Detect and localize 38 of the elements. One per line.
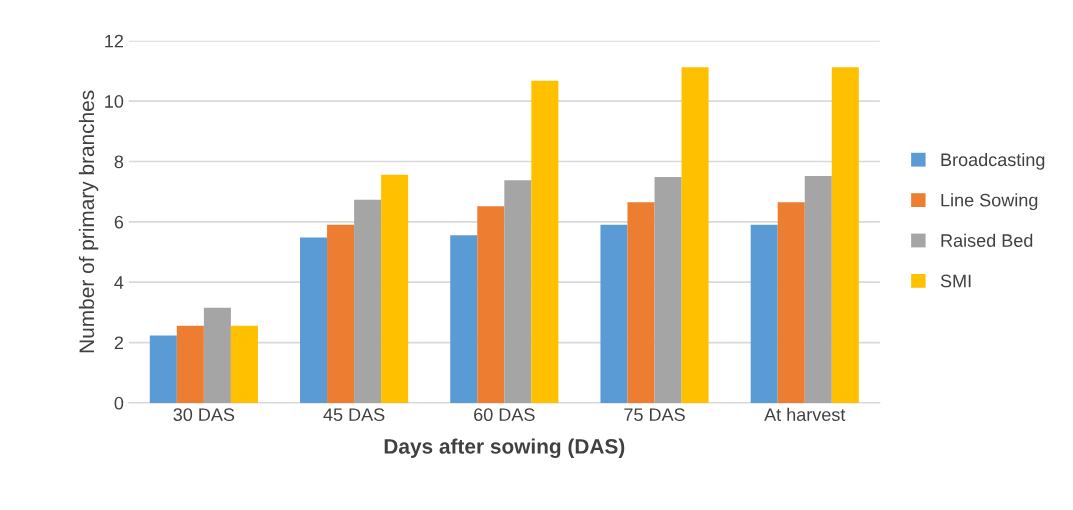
- bar: [354, 199, 382, 403]
- y-axis-title: Number of primary branches: [78, 90, 99, 353]
- bar: [681, 67, 709, 403]
- bar: [750, 224, 778, 403]
- bar: [831, 67, 859, 403]
- bar: [450, 235, 478, 403]
- bar: [531, 80, 559, 403]
- x-tick-label: 60 DAS: [474, 408, 535, 422]
- x-tick-label: At harvest: [764, 407, 846, 422]
- legend-label: Line Sowing: [941, 193, 1038, 211]
- bar: [504, 180, 532, 403]
- y-tick-label: 2: [114, 336, 123, 350]
- y-tick-label: 6: [114, 215, 124, 229]
- bar: [230, 325, 258, 403]
- legend-label: Broadcasting: [941, 152, 1045, 170]
- x-tick-label: 75 DAS: [624, 408, 685, 422]
- x-tick-label: 45 DAS: [323, 408, 385, 422]
- bar: [600, 224, 628, 403]
- bar: [654, 176, 682, 403]
- bar: [477, 206, 505, 403]
- bar: [149, 335, 177, 403]
- bar: [777, 202, 805, 403]
- bar: [627, 202, 655, 403]
- legend-label: Raised Bed: [941, 233, 1033, 247]
- bar: [381, 174, 409, 403]
- bar: [300, 237, 328, 403]
- y-tick-label: 10: [105, 95, 124, 108]
- bar: [804, 175, 832, 403]
- bar: [203, 307, 231, 403]
- y-tick-label: 4: [114, 276, 124, 289]
- y-tick-label: 12: [105, 34, 123, 48]
- legend-label: SMI: [940, 274, 971, 288]
- y-tick-label: 0: [114, 396, 124, 410]
- x-tick-label: 30 DAS: [173, 408, 235, 422]
- bar: [327, 224, 355, 403]
- x-axis-title: Days after sowing (DAS): [384, 438, 625, 458]
- y-tick-label: 8: [114, 155, 124, 169]
- bar: [176, 325, 204, 403]
